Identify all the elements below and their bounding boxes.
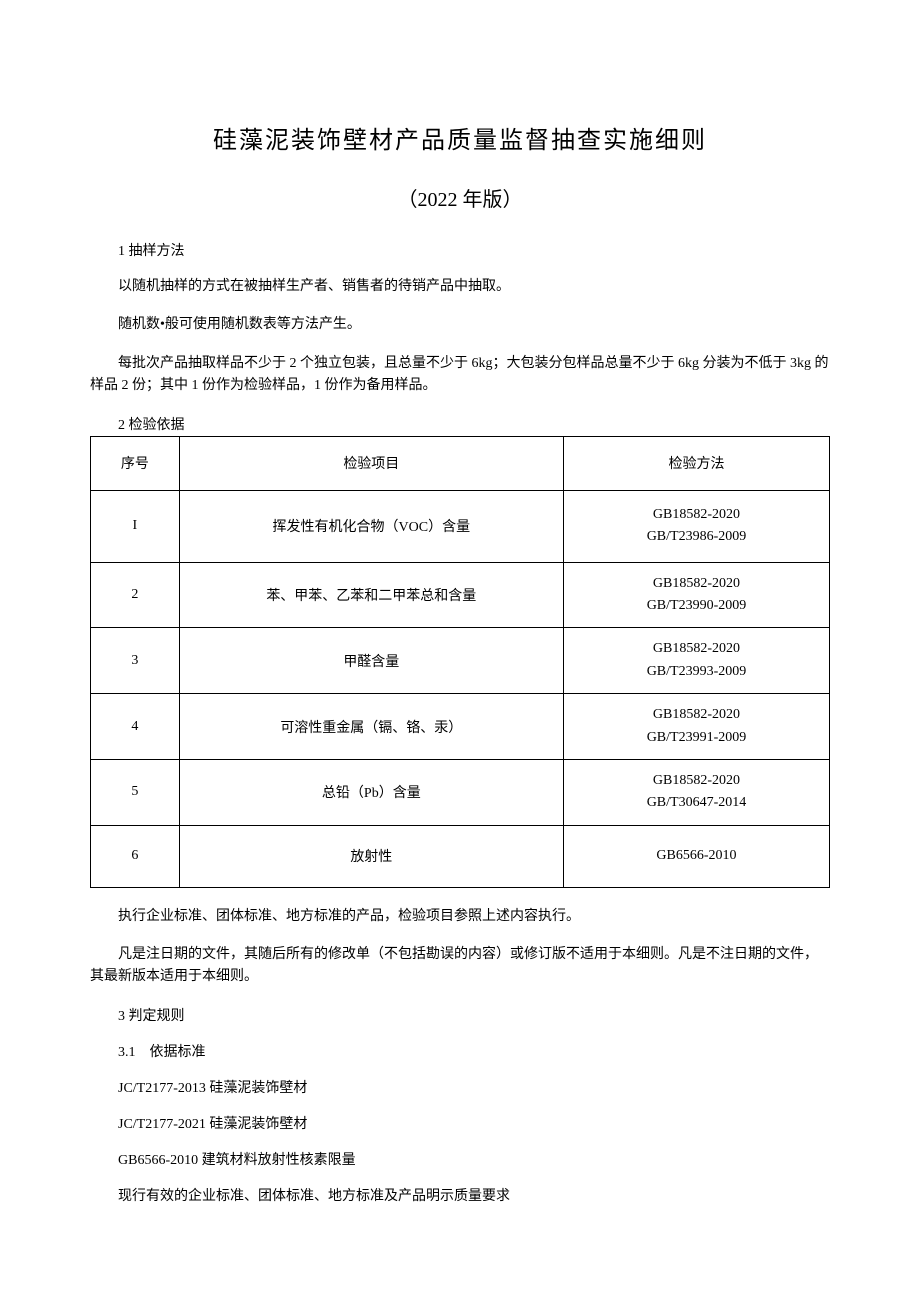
table-row: 6 放射性 GB6566-2010 [91, 825, 830, 887]
cell-item: 可溶性重金属（镉、铬、汞） [179, 694, 563, 760]
section-2-paragraph-2: 凡是注日期的文件，其随后所有的修改单（不包括勘误的内容）或修订版不适用于本细则。… [90, 944, 830, 989]
table-row: 4 可溶性重金属（镉、铬、汞） GB18582-2020 GB/T23991-2… [91, 694, 830, 760]
cell-method: GB18582-2020 GB/T23993-2009 [563, 628, 829, 694]
cell-item: 总铅（Pb）含量 [179, 759, 563, 825]
section-1-paragraph-3: 每批次产品抽取样品不少于 2 个独立包装，且总量不少于 6kg；大包装分包样品总… [90, 353, 830, 398]
standard-item: JC/T2177-2021 硅藻泥装饰壁材 [90, 1113, 830, 1133]
method-line-2: GB/T23991-2009 [570, 727, 823, 749]
section-2-heading: 2 检验依据 [90, 414, 830, 434]
method-line-2: GB/T23990-2009 [570, 595, 823, 617]
cell-seq: 2 [91, 562, 180, 628]
cell-item: 甲醛含量 [179, 628, 563, 694]
method-line-1: GB18582-2020 [570, 573, 823, 595]
header-method: 检验方法 [563, 436, 829, 490]
cell-item: 放射性 [179, 825, 563, 887]
table-row: 3 甲醛含量 GB18582-2020 GB/T23993-2009 [91, 628, 830, 694]
standard-item: GB6566-2010 建筑材料放射性核素限量 [90, 1149, 830, 1169]
header-item: 检验项目 [179, 436, 563, 490]
standard-item: 现行有效的企业标准、团体标准、地方标准及产品明示质量要求 [90, 1185, 830, 1205]
cell-seq: 6 [91, 825, 180, 887]
section-3-heading: 3 判定规则 [90, 1005, 830, 1025]
document-subtitle: （2022 年版） [90, 183, 830, 212]
cell-method: GB6566-2010 [563, 825, 829, 887]
section-3-sub-heading: 3.1 依据标准 [90, 1041, 830, 1061]
method-line-2: GB/T23993-2009 [570, 661, 823, 683]
method-line-2: GB/T23986-2009 [570, 526, 823, 548]
document-title: 硅藻泥装饰壁材产品质量监督抽查实施细则 [90, 120, 830, 155]
method-line-1: GB6566-2010 [570, 845, 823, 867]
section-1-paragraph-2: 随机数•般可使用随机数表等方法产生。 [90, 314, 830, 336]
standard-item: JC/T2177-2013 硅藻泥装饰壁材 [90, 1077, 830, 1097]
section-2-paragraph-1: 执行企业标准、团体标准、地方标准的产品，检验项目参照上述内容执行。 [90, 906, 830, 928]
table-header-row: 序号 检验项目 检验方法 [91, 436, 830, 490]
method-line-1: GB18582-2020 [570, 770, 823, 792]
cell-method: GB18582-2020 GB/T23991-2009 [563, 694, 829, 760]
cell-item: 挥发性有机化合物（VOC）含量 [179, 490, 563, 562]
method-line-1: GB18582-2020 [570, 638, 823, 660]
cell-method: GB18582-2020 GB/T23990-2009 [563, 562, 829, 628]
method-line-2: GB/T30647-2014 [570, 792, 823, 814]
header-seq: 序号 [91, 436, 180, 490]
method-line-1: GB18582-2020 [570, 704, 823, 726]
table-row: 5 总铅（Pb）含量 GB18582-2020 GB/T30647-2014 [91, 759, 830, 825]
cell-seq: I [91, 490, 180, 562]
method-line-1: GB18582-2020 [570, 504, 823, 526]
section-1-paragraph-1: 以随机抽样的方式在被抽样生产者、销售者的待销产品中抽取。 [90, 276, 830, 298]
cell-seq: 3 [91, 628, 180, 694]
cell-method: GB18582-2020 GB/T23986-2009 [563, 490, 829, 562]
cell-seq: 4 [91, 694, 180, 760]
cell-item: 苯、甲苯、乙苯和二甲苯总和含量 [179, 562, 563, 628]
table-row: 2 苯、甲苯、乙苯和二甲苯总和含量 GB18582-2020 GB/T23990… [91, 562, 830, 628]
cell-method: GB18582-2020 GB/T30647-2014 [563, 759, 829, 825]
table-row: I 挥发性有机化合物（VOC）含量 GB18582-2020 GB/T23986… [91, 490, 830, 562]
inspection-table: 序号 检验项目 检验方法 I 挥发性有机化合物（VOC）含量 GB18582-2… [90, 436, 830, 888]
cell-seq: 5 [91, 759, 180, 825]
section-1-heading: 1 抽样方法 [90, 240, 830, 260]
